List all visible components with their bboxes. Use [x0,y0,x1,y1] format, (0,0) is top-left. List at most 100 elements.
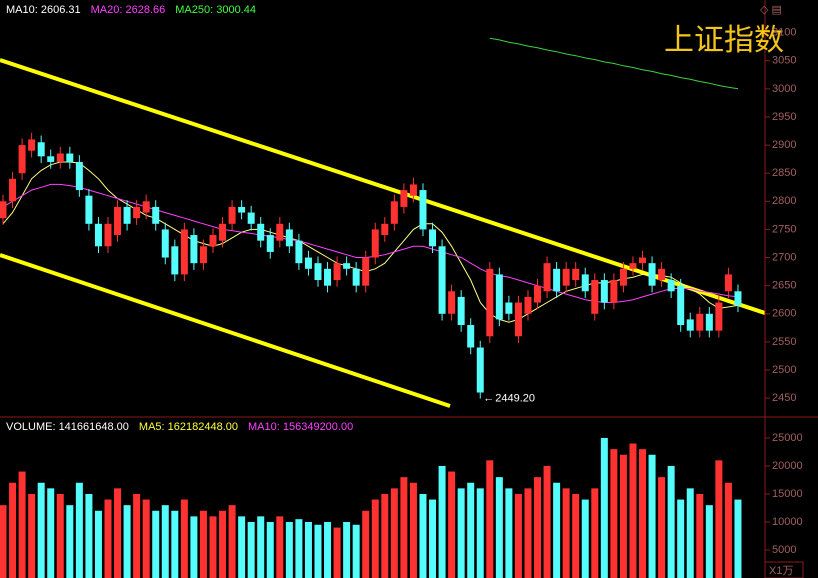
volume-bar [543,465,551,578]
volume-bar [18,471,26,578]
volume-bar [47,488,55,578]
candle-body [562,268,570,286]
candle-body [438,246,446,314]
candle-body [343,263,351,269]
candle-body [304,257,312,269]
candle-body [505,302,513,314]
candle-body [371,229,379,258]
volume-bar [104,499,112,578]
volume-bar [238,516,246,578]
chart-title: 上证指数 [664,24,784,57]
unit-box [764,561,804,578]
volume-bar [209,516,217,578]
candle-body [734,291,742,306]
volume-bar [467,482,475,578]
candle-body [0,201,7,219]
legend-entry: MA20: 2628.66 [91,4,166,16]
volume-bar [581,499,589,578]
volume-bar [400,477,408,578]
volume-bar [37,482,45,578]
y-tick-label: 2500 [772,364,796,376]
volume-bar [75,482,83,578]
candle-body [619,268,627,286]
candle-body [228,206,236,224]
volume-bar [686,488,694,578]
volume-bar [371,499,379,578]
candle-body [152,206,160,224]
candle-body [696,313,704,331]
candle-body [104,223,112,247]
volume-bar [648,454,656,578]
volume-bar [190,516,198,578]
candle-body [724,274,732,292]
candle-body [114,206,122,236]
legend-entry: MA10: 156349200.00 [248,421,353,433]
volume-bar [161,505,169,578]
volume-bar [419,493,427,578]
legend-entry: MA250: 3000.44 [175,4,256,16]
candle-body [390,201,398,224]
candle-body [534,285,542,303]
volume-bar [133,493,141,578]
candle-body [362,257,370,286]
price-panel [0,58,766,408]
candle-body [180,229,188,275]
volume-bar [514,493,522,578]
candle-body [247,212,255,224]
volume-bar [600,437,608,578]
volume-bar [247,521,255,578]
volume-bar [152,510,160,578]
volume-bar [658,477,666,578]
y-tick-label: 3050 [772,55,796,67]
candle-body [85,195,93,224]
y-tick-label: 10000 [772,516,803,528]
candle-body [448,291,456,314]
y-tick-label: 2550 [772,336,796,348]
candle-body [457,296,465,326]
y-tick-label: 3000 [772,83,796,95]
candle-body [123,206,131,224]
volume-bar [171,510,179,578]
volume-bar [429,499,437,578]
volume-bar [486,460,494,578]
volume-bar [409,482,417,578]
candle-body [75,161,83,191]
candle-body [238,206,246,213]
annotation: 2449.20 [495,392,535,404]
volume-bar [610,449,618,578]
volume-bar [343,521,351,578]
y-tick-label: 5000 [772,544,796,556]
volume-bar [199,510,207,578]
volume-bar [94,510,102,578]
y-tick-label: 20000 [772,460,803,472]
volume-bar [696,493,704,578]
volume-bar [304,521,312,578]
volume-bar [381,493,389,578]
candle-body [591,280,599,314]
volume-bar [505,488,513,578]
volume-bar [362,510,370,578]
volume-bar [314,524,322,578]
candle-body [324,268,332,286]
candle-body [18,145,26,174]
y-tick-label: 2450 [772,392,796,404]
candle-body [400,190,408,207]
candle-body [495,274,503,320]
candle-body [9,178,17,202]
volume-bar [276,516,284,578]
volume-bar [266,521,274,578]
candle-body [352,268,360,286]
candle-body [715,302,723,331]
candle-body [314,263,322,281]
y-tick-label: 3100 [772,27,796,39]
annotation-arrow: ← [483,392,494,404]
candle-body [381,223,389,236]
volume-bar [619,454,627,578]
candle-body [677,285,685,326]
candle-body [639,257,647,264]
legend-entry: MA5: 162182448.00 [139,421,238,433]
candle-body [161,229,169,258]
volume-bar [352,524,360,578]
volume-bar [524,488,532,578]
